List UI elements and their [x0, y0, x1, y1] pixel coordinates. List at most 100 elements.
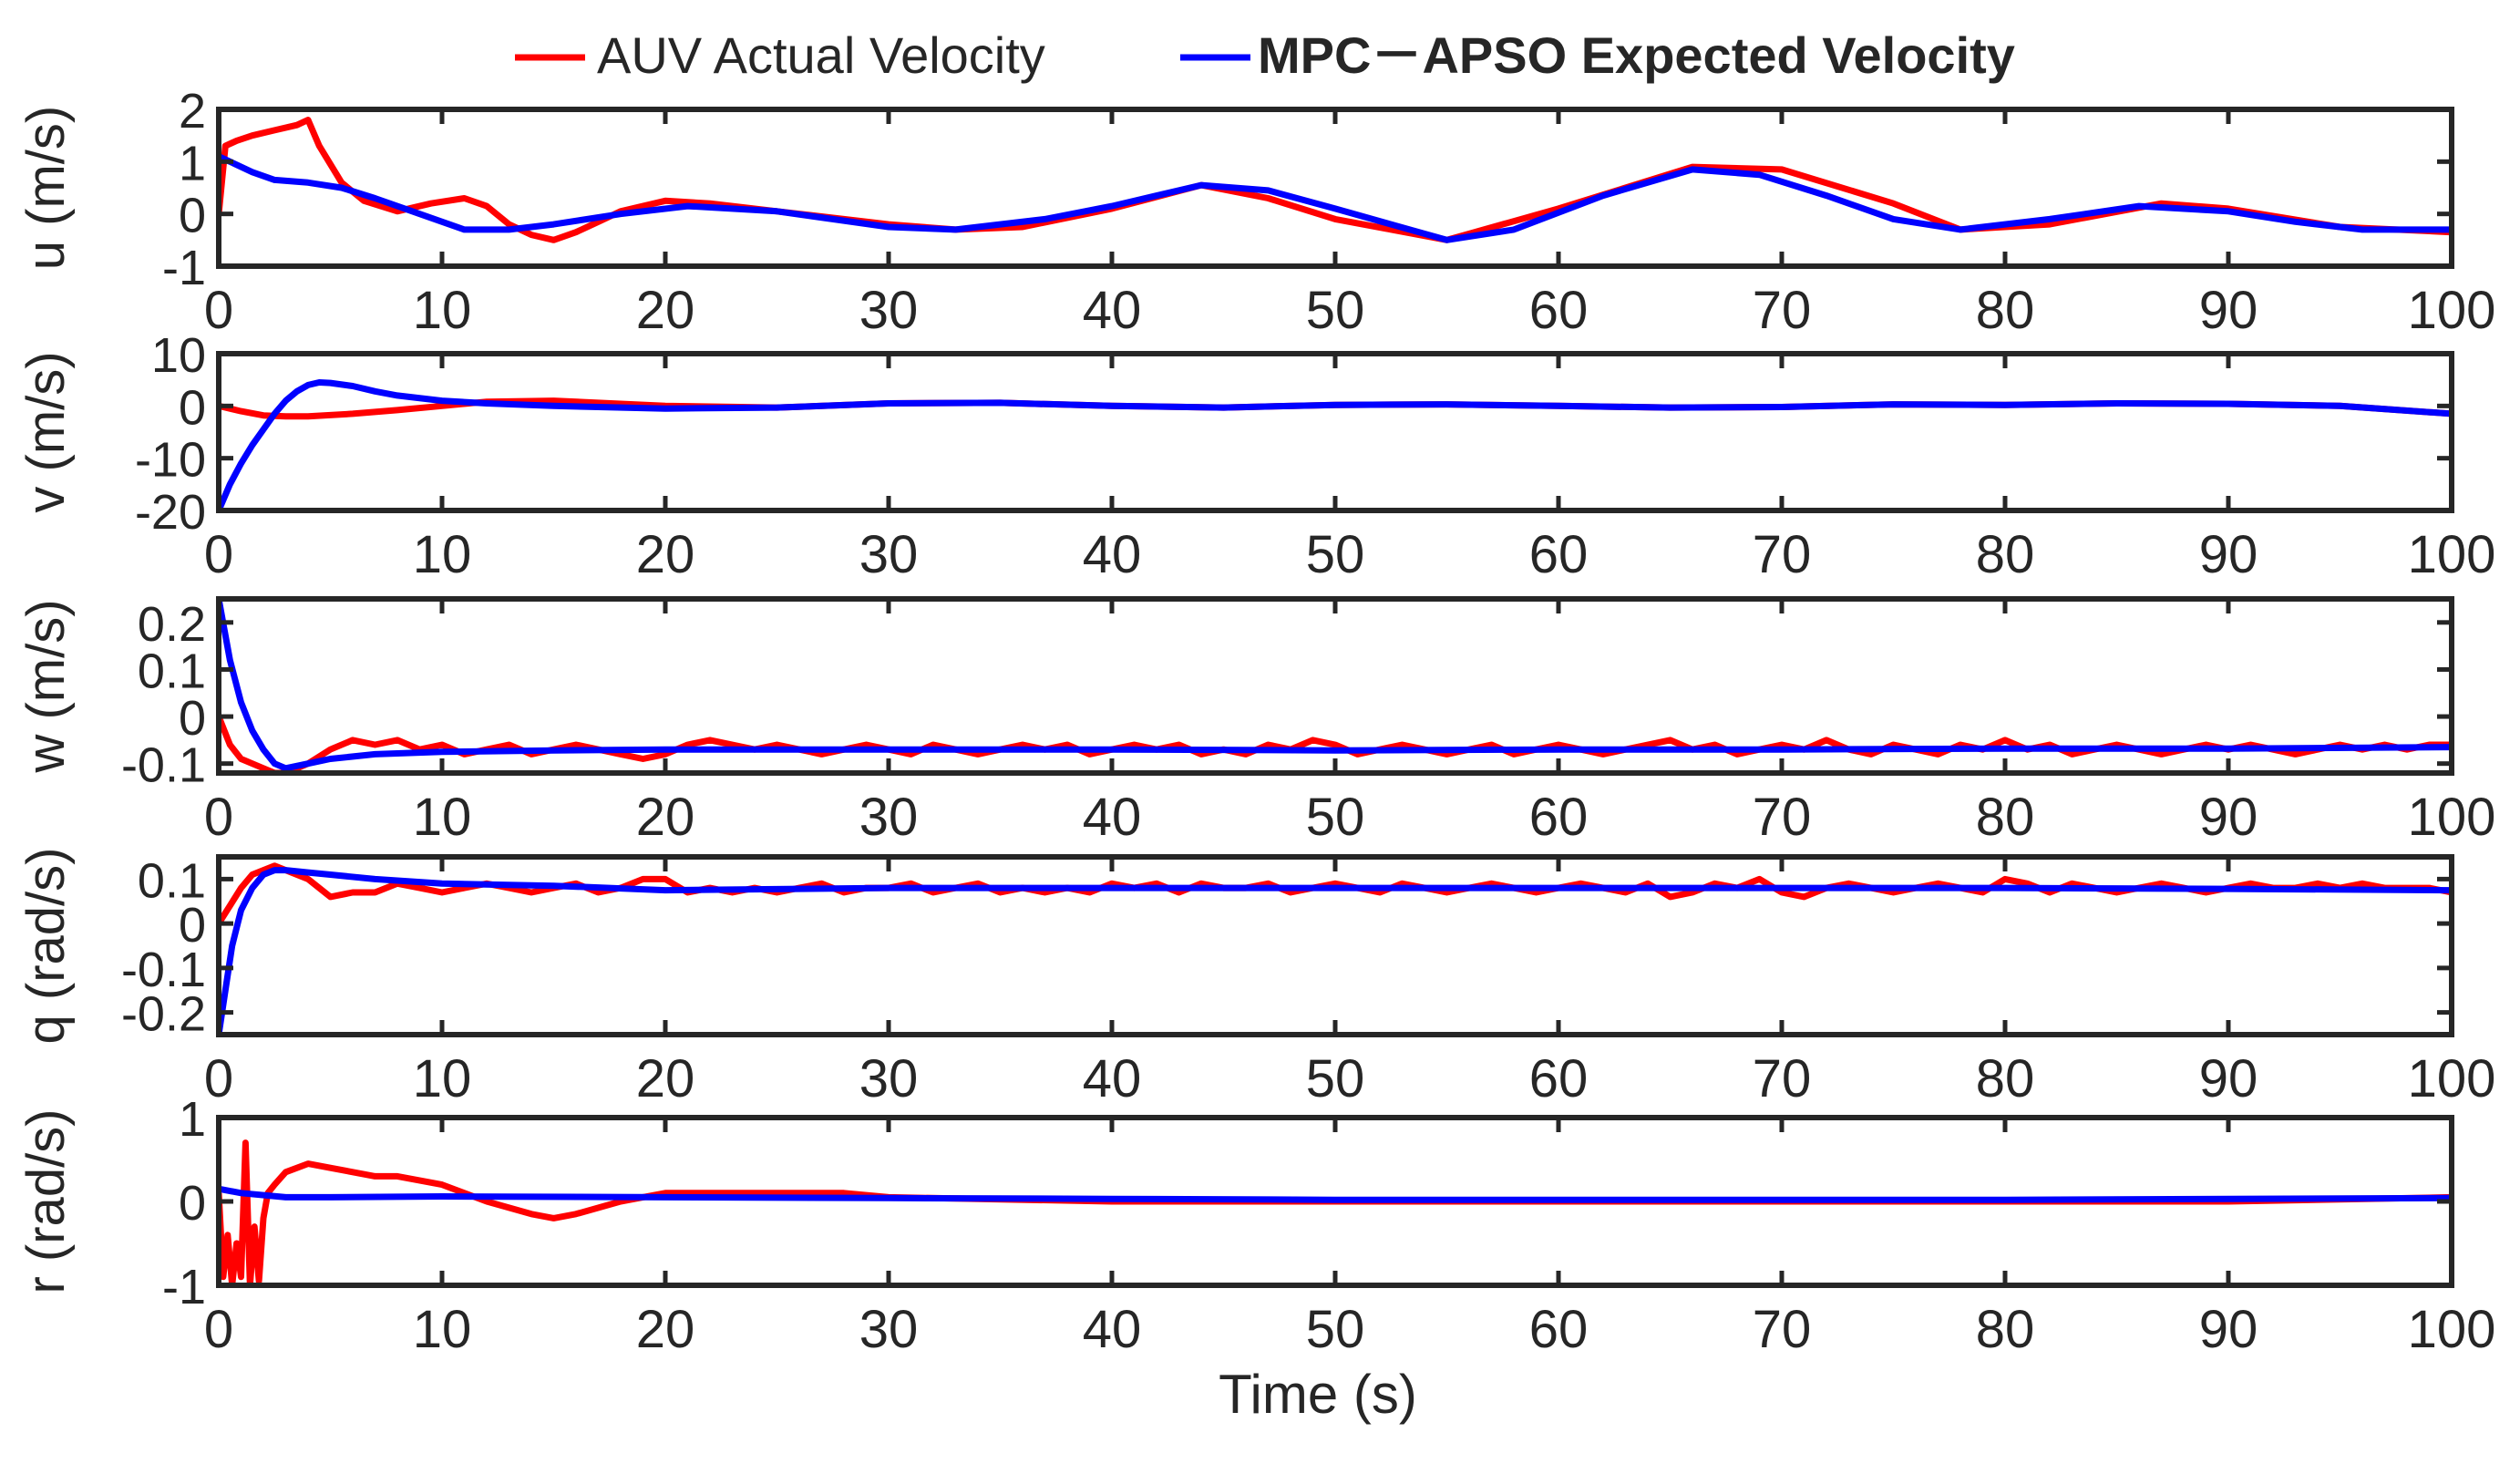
legend-label-expected: MPC－APSO Expected Velocity	[1258, 26, 2015, 84]
y-tick-label: -0.1	[121, 738, 206, 793]
x-tick-label: 60	[1529, 1300, 1589, 1359]
y-axis-label: v (m/s)	[16, 351, 76, 512]
x-tick-label: 100	[2408, 788, 2496, 847]
x-tick-label: 30	[859, 788, 919, 847]
series-line-expected	[219, 1185, 2452, 1203]
series-line-expected	[219, 379, 2452, 510]
x-tick-label: 0	[204, 525, 233, 584]
x-tick-label: 10	[413, 281, 472, 340]
x-tick-label: 20	[636, 1049, 695, 1108]
x-tick-label: 100	[2408, 1300, 2496, 1359]
y-axis-label: u (m/s)	[16, 106, 76, 270]
series-line-expected	[219, 153, 2452, 243]
y-tick-label: -0.2	[121, 987, 206, 1042]
x-tick-label: 60	[1529, 1049, 1589, 1108]
y-tick-label: -1	[162, 1260, 206, 1314]
y-axis-label: r (rad/s)	[16, 1109, 76, 1294]
x-tick-label: 50	[1306, 525, 1365, 584]
y-tick-label: 1	[179, 1092, 206, 1147]
x-tick-label: 10	[413, 788, 472, 847]
x-tick-label: 50	[1306, 788, 1365, 847]
axes-box	[216, 351, 2454, 513]
x-tick-label: 70	[1753, 1049, 1812, 1108]
panel-2: 0 10 20 30 40 50 60 70 80 90 100-0.100.10.2w (m/s)	[16, 596, 2496, 847]
x-tick-label: 0	[204, 1049, 233, 1108]
x-tick-label: 30	[859, 1300, 919, 1359]
x-axis-label: Time (s)	[1219, 1364, 1417, 1425]
x-tick-label: 70	[1753, 1300, 1812, 1359]
x-tick-label: 70	[1753, 525, 1812, 584]
x-tick-label: 80	[1976, 525, 2035, 584]
y-tick-label: 0	[179, 898, 206, 953]
series-line-actual	[219, 1139, 2452, 1285]
x-tick-label: 40	[1083, 788, 1142, 847]
y-tick-label: 1	[179, 136, 206, 191]
y-tick-label: -20	[135, 485, 206, 540]
y-tick-label: 10	[151, 328, 206, 383]
y-tick-label: 0.1	[138, 644, 206, 698]
x-tick-label: 60	[1529, 525, 1589, 584]
x-tick-label: 50	[1306, 1049, 1365, 1108]
x-tick-label: 20	[636, 1300, 695, 1359]
x-tick-label: 40	[1083, 1300, 1142, 1359]
x-tick-label: 40	[1083, 281, 1142, 340]
x-tick-label: 60	[1529, 788, 1589, 847]
x-tick-label: 20	[636, 525, 695, 584]
y-tick-label: -10	[135, 433, 206, 488]
y-axis-label: q (rad/s)	[16, 848, 76, 1045]
x-tick-label: 30	[859, 281, 919, 340]
x-tick-label: 80	[1976, 788, 2035, 847]
x-tick-label: 80	[1976, 1300, 2035, 1359]
legend-label-actual: AUV Actual Velocity	[597, 26, 1045, 84]
y-tick-label: 2	[179, 84, 206, 139]
y-tick-label: 0	[179, 691, 206, 746]
series-line-expected	[219, 599, 2452, 772]
y-tick-label: -1	[162, 241, 206, 295]
x-tick-label: 40	[1083, 525, 1142, 584]
x-tick-label: 50	[1306, 281, 1365, 340]
x-tick-label: 10	[413, 525, 472, 584]
x-tick-label: 70	[1753, 281, 1812, 340]
x-tick-label: 90	[2199, 788, 2258, 847]
x-tick-label: 100	[2408, 525, 2496, 584]
x-tick-label: 10	[413, 1049, 472, 1108]
y-tick-label: 0	[179, 380, 206, 435]
x-tick-label: 0	[204, 788, 233, 847]
x-tick-label: 90	[2199, 281, 2258, 340]
x-tick-label: 100	[2408, 281, 2496, 340]
x-tick-label: 100	[2408, 1049, 2496, 1108]
y-axis-label: w (m/s)	[16, 599, 76, 773]
x-tick-label: 60	[1529, 281, 1589, 340]
legend: AUV Actual Velocity MPC－APSO Expected Ve…	[515, 26, 2015, 84]
panel-3: 0 10 20 30 40 50 60 70 80 90 100-0.2-0.100.1q (rad…	[16, 848, 2495, 1108]
x-tick-label: 70	[1753, 788, 1812, 847]
y-tick-label: 0.1	[138, 853, 206, 908]
y-tick-label: -0.1	[121, 943, 206, 997]
series-line-actual	[219, 862, 2452, 925]
y-tick-label: 0.2	[138, 597, 206, 652]
x-tick-label: 0	[204, 281, 233, 340]
y-tick-label: 0	[179, 189, 206, 243]
x-tick-label: 10	[413, 1300, 472, 1359]
x-tick-label: 20	[636, 281, 695, 340]
x-tick-label: 90	[2199, 525, 2258, 584]
y-tick-label: 0	[179, 1176, 206, 1231]
x-tick-label: 80	[1976, 281, 2035, 340]
x-tick-label: 20	[636, 788, 695, 847]
x-tick-label: 90	[2199, 1300, 2258, 1359]
x-tick-label: 30	[859, 525, 919, 584]
series-line-actual	[219, 117, 2452, 243]
x-tick-label: 0	[204, 1300, 233, 1359]
x-tick-label: 90	[2199, 1049, 2258, 1108]
x-tick-label: 40	[1083, 1049, 1142, 1108]
x-tick-label: 30	[859, 1049, 919, 1108]
x-tick-label: 50	[1306, 1300, 1365, 1359]
x-tick-label: 80	[1976, 1049, 2035, 1108]
series-line-expected	[219, 867, 2452, 1035]
